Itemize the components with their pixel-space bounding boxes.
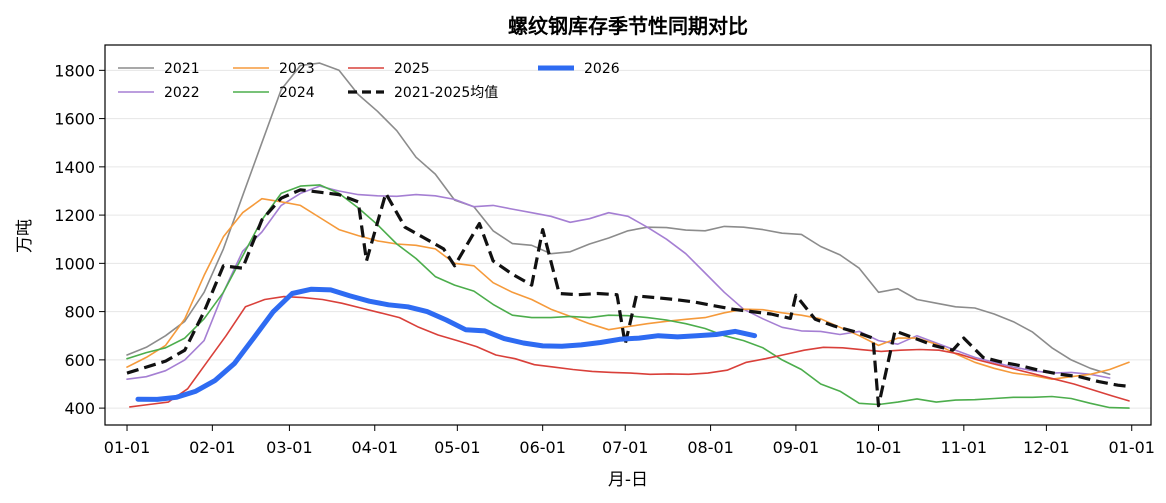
legend-label-4: 2025: [394, 61, 430, 77]
y-tick-label: 400: [64, 399, 95, 418]
x-tick-label: 03-01: [266, 438, 313, 457]
series-line-5: [126, 188, 1130, 408]
x-tick-label: 06-01: [519, 438, 566, 457]
series-line-3: [126, 184, 1130, 409]
plot-frame: [104, 44, 1152, 426]
x-tick-label: 09-01: [773, 438, 820, 457]
x-tick-label: 02-01: [189, 438, 236, 457]
legend-label-5: 2021-2025均值: [394, 85, 498, 101]
y-tick-label: 600: [64, 351, 95, 370]
series-lines: [126, 62, 1130, 409]
x-axis-label: 月-日: [608, 470, 648, 490]
y-axis-label: 万吨: [15, 219, 35, 253]
legend-label-1: 2022: [164, 85, 200, 101]
x-tick-label: 05-01: [434, 438, 481, 457]
y-tick-label: 1000: [54, 254, 95, 273]
legend-label-3: 2024: [279, 85, 315, 101]
series-line-0: [126, 62, 1111, 376]
x-tick-label: 07-01: [602, 438, 649, 457]
x-tick-label: 01-01: [104, 438, 151, 457]
legend: 2021 2022 2023 2024 2025 2021-2025均值 2026: [118, 61, 620, 101]
x-tick-label: 08-01: [687, 438, 734, 457]
axes: 400 600 800 1000 1200 1400 1600 1800 01-01 02-01 0…: [54, 61, 1155, 457]
x-tick-label: 10-01: [855, 438, 902, 457]
y-tick-label: 1200: [54, 206, 95, 225]
y-tick-label: 1400: [54, 158, 95, 177]
x-tick-label: 01-01: [1108, 438, 1155, 457]
legend-label-6: 2026: [584, 61, 620, 77]
y-tick-label: 800: [64, 303, 95, 322]
chart-title: 螺纹钢库存季节性同期对比: [508, 14, 748, 38]
x-tick-label: 12-01: [1023, 438, 1070, 457]
series-line-4: [129, 295, 1130, 408]
x-tick-label: 04-01: [352, 438, 399, 457]
legend-label-0: 2021: [164, 61, 200, 77]
y-tick-label: 1800: [54, 61, 95, 80]
legend-label-2: 2023: [279, 61, 315, 77]
x-tick-label: 11-01: [941, 438, 988, 457]
series-line-1: [126, 185, 1111, 381]
y-tick-label: 1600: [54, 110, 95, 129]
gridlines: [105, 69, 1151, 409]
series-line-6: [135, 286, 758, 402]
series-line-2: [126, 197, 1130, 381]
